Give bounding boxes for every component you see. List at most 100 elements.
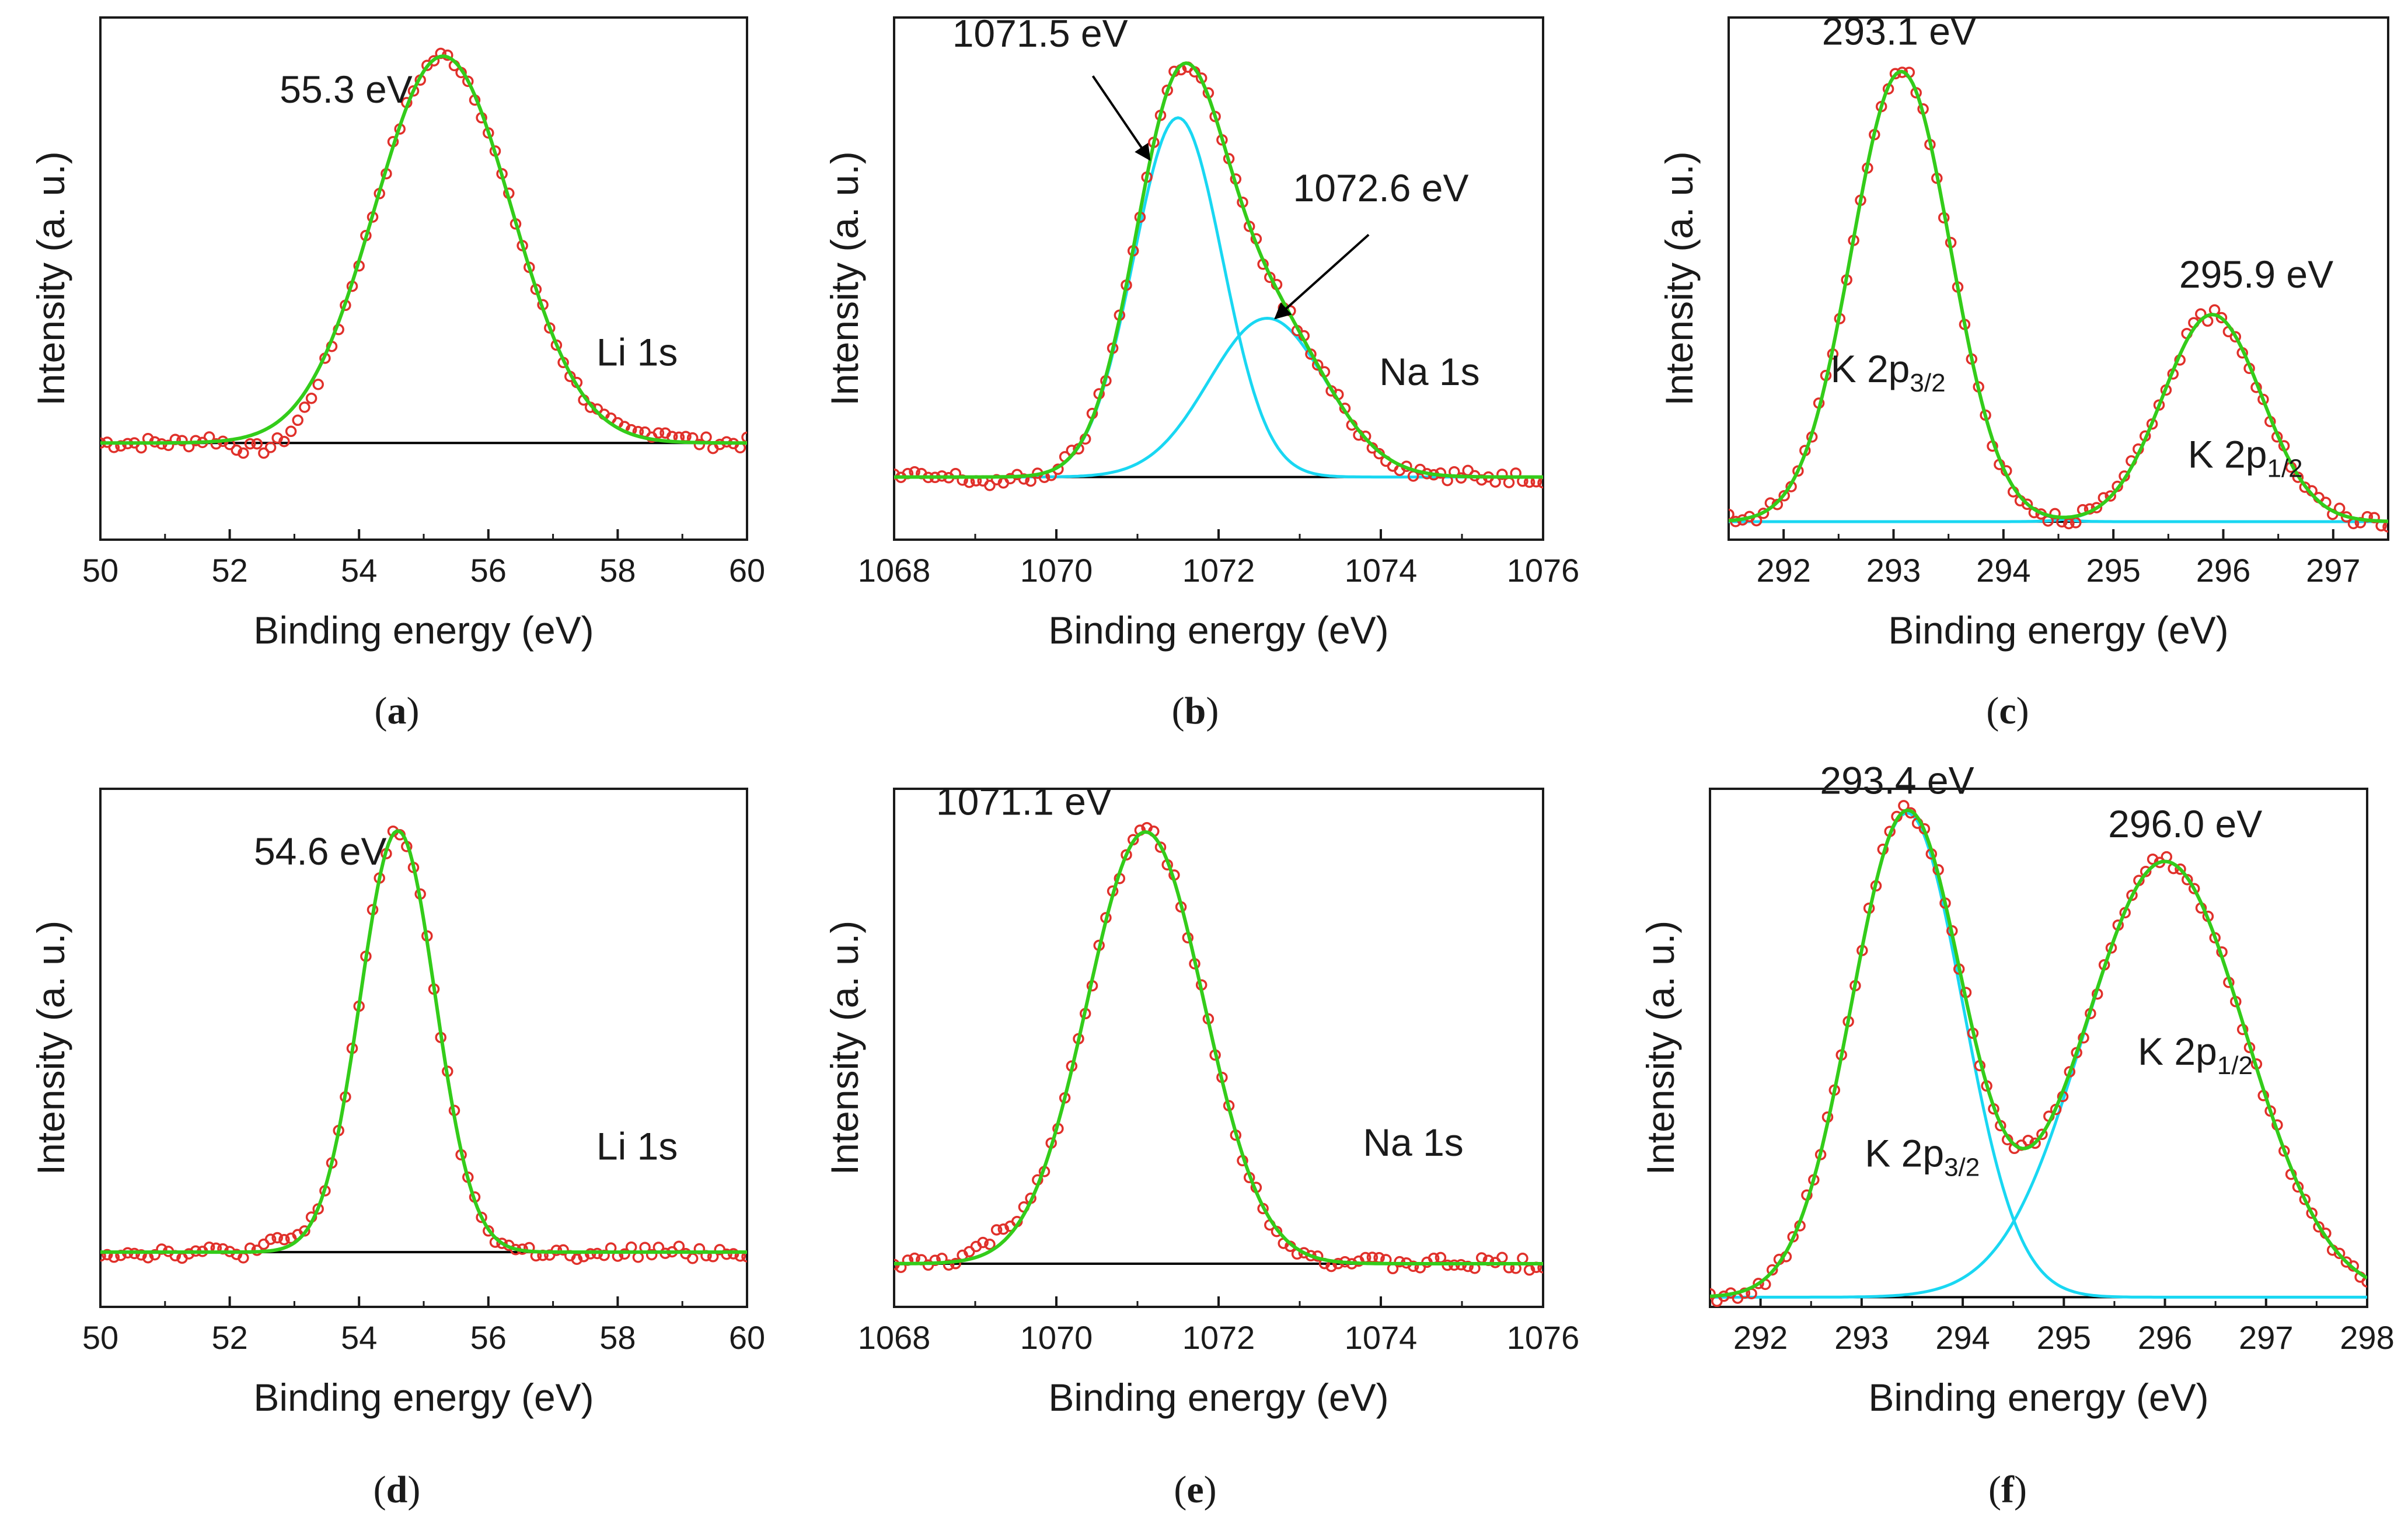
panel-b: 1068 1070 1072 1074 1076 Binding energy (eV) I… [823,12,1579,732]
data-point [721,1248,732,1260]
x-axis-label: Binding energy (eV) [253,1376,594,1419]
data-point [1462,1260,1474,1272]
panel-label: (d) [374,1468,421,1511]
data-point [1311,359,1324,371]
plot-area [894,821,1543,1276]
x-axis-label: Binding energy (eV) [1048,1376,1388,1419]
data-point [299,401,310,413]
data-point [1407,1260,1419,1272]
plot-area [894,61,1543,491]
data-point [1753,1278,1764,1289]
data-point [686,1253,699,1264]
data-point [557,1244,569,1256]
x-axis-label: Binding energy (eV) [1868,1376,2208,1419]
x-tick-label: 294 [1935,1319,1990,1356]
data-point [2382,521,2388,533]
data-point [2070,517,2082,529]
x-tick-label: 292 [1756,552,1810,589]
x-axis-label: Binding energy (eV) [253,609,594,652]
x-tick-label: 1076 [1507,1319,1580,1356]
plot-area [100,825,747,1265]
data-point [101,1249,113,1261]
data-point [2022,1134,2034,1146]
peak-annotation: 1071.1 eV [936,779,1112,823]
peak-annotation: 54.6 eV [254,830,387,873]
data-point [2091,502,2103,513]
data-point [1778,489,1790,502]
data-point [943,1259,955,1271]
data-point [135,1249,147,1261]
data-point [312,379,324,390]
data-point [292,414,303,426]
data-point [1766,1264,1778,1276]
peak-annotation: 55.3 eV [280,68,413,111]
data-point [2215,312,2228,324]
component-curve [1729,313,2388,523]
panel-e: 1068 1070 1072 1074 1076 Binding energy (eV) I… [823,779,1579,1511]
x-tick-label: 294 [1976,552,2030,589]
data-point [2361,1276,2367,1288]
data-point [997,1223,1010,1235]
x-tick-label: 50 [82,552,118,589]
x-tick-label: 1076 [1507,552,1580,589]
fit-curve [894,830,1543,1265]
fit-curve [100,829,747,1254]
data-point [741,1251,747,1263]
x-tick-label: 1068 [858,1319,931,1356]
x-tick-label: 60 [729,1319,765,1356]
panel-label: (c) [1986,690,2029,732]
data-point [1537,477,1543,489]
peak-annotation: 1072.6 eV [1293,166,1469,209]
fit-curve [100,54,747,445]
x-tick-label: 54 [341,1319,377,1356]
data-point [2188,883,2200,894]
data-point [162,439,175,452]
panel-a: 50 52 54 56 58 60 Binding energy (eV) Intensity… [29,16,765,732]
data-point [476,1211,487,1223]
x-tick-label: 292 [1733,1319,1788,1356]
x-tick-label: 58 [599,1319,636,1356]
data-point [1121,849,1132,861]
data-point [462,75,474,88]
data-point [496,1237,508,1249]
x-tick-label: 293 [1834,1319,1889,1356]
data-point [1537,1262,1543,1274]
fit-curve [1710,808,2367,1298]
annotation-arrow [1091,75,1151,161]
plot-frame [99,16,748,541]
data-point [407,85,420,97]
data-point [2029,1137,2041,1149]
x-tick-label: 60 [729,552,765,589]
orbital-label: K 2p3/2 [1831,347,1946,397]
x-tick-label: 1072 [1182,1319,1255,1356]
element-label: Na 1s [1379,350,1479,393]
fit-curve [894,61,1543,479]
component-curve [894,316,1543,479]
data-point [2313,1221,2325,1233]
data-point [1710,1288,1716,1300]
plot-area [1710,800,2367,1307]
x-tick-label: 52 [211,552,247,589]
data-point [741,431,747,443]
data-point [2021,498,2033,511]
plot-frame [1709,788,2368,1308]
element-label: Na 1s [1363,1121,1463,1164]
data-point [2333,1247,2346,1260]
data-point [977,1236,989,1249]
data-point [244,438,256,450]
plot-area [100,47,747,459]
data-point [271,1232,283,1244]
data-point [693,439,706,450]
plot-area [1729,67,2388,533]
x-tick-label: 1070 [1020,1319,1093,1356]
plot-frame [99,788,748,1308]
panel-label: (a) [375,690,420,732]
data-point [1496,468,1508,480]
peak-annotation: 293.4 eV [1820,758,1974,802]
element-label: Li 1s [596,1124,678,1167]
data-point [2306,1207,2318,1219]
data-point [2105,490,2116,502]
data-point [231,444,243,456]
annotation-arrow [1274,233,1370,320]
data-point [1496,1251,1508,1264]
